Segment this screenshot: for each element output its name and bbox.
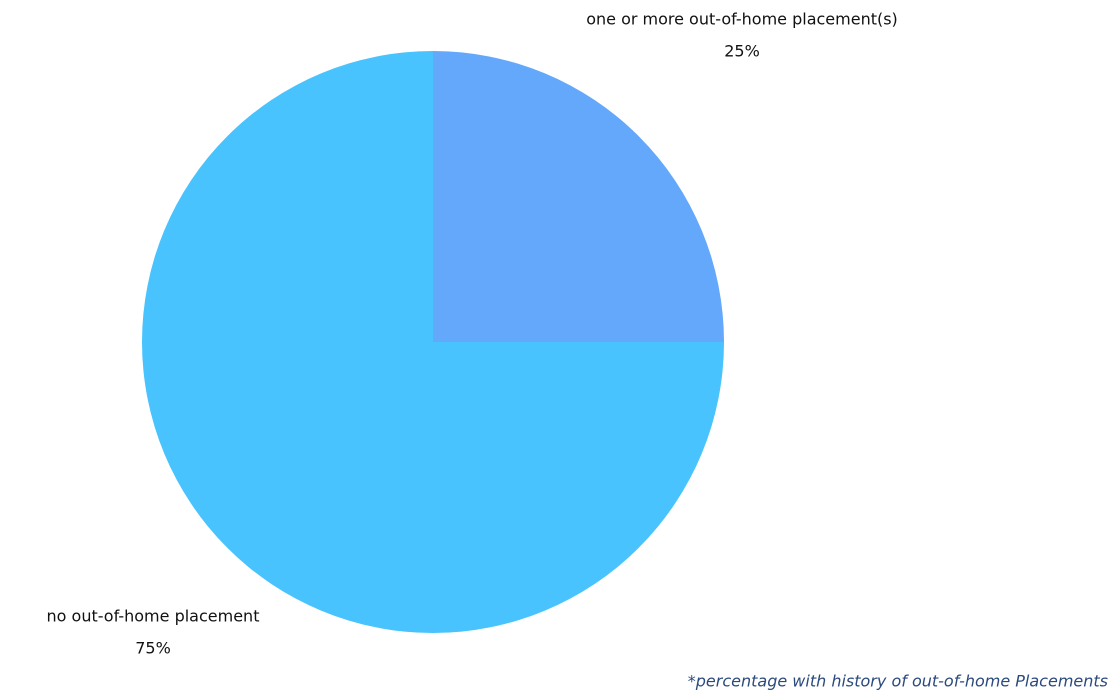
footnote: *percentage with history of out-of-home … <box>688 672 1108 691</box>
pie-slice <box>142 51 724 633</box>
slice-label: one or more out-of-home placement(s) <box>586 10 898 29</box>
slice-value-label: 25% <box>724 42 760 61</box>
slice-value-label: 75% <box>135 639 171 658</box>
pie-slice <box>433 51 724 342</box>
slice-label: no out-of-home placement <box>47 607 260 626</box>
